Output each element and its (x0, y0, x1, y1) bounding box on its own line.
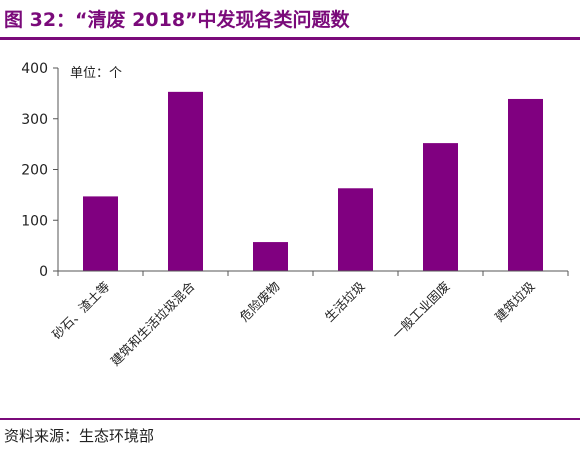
bar (83, 196, 118, 271)
y-tick-label: 100 (21, 213, 48, 229)
x-category-label: 建筑垃圾 (492, 278, 538, 324)
y-tick-label: 300 (21, 112, 48, 128)
chart-title: 图 32：“清废 2018”中发现各类问题数 (4, 9, 350, 31)
bars (83, 91, 543, 272)
bar (338, 188, 373, 271)
x-category-label: 生活垃圾 (322, 278, 368, 324)
y-tick-label: 0 (39, 264, 48, 280)
x-category-label: 建筑和生活垃圾混合 (107, 278, 198, 369)
bar (508, 98, 543, 272)
unit-label: 单位：个 (70, 66, 123, 81)
bar (423, 143, 458, 271)
bar (168, 91, 203, 271)
x-category-label: 砂石、渣土等 (49, 279, 113, 343)
y-tick-label: 400 (21, 61, 48, 77)
title-divider (0, 37, 580, 40)
source-divider (0, 418, 580, 420)
x-category-label: 危险废物 (237, 279, 283, 325)
y-tick-label: 200 (21, 163, 48, 179)
bar (253, 242, 288, 271)
y-axis: 0 100 200 300 400 (21, 61, 59, 280)
source-note: 资料来源：生态环境部 (4, 427, 155, 445)
x-category-label: 一般工业固废 (389, 279, 453, 343)
